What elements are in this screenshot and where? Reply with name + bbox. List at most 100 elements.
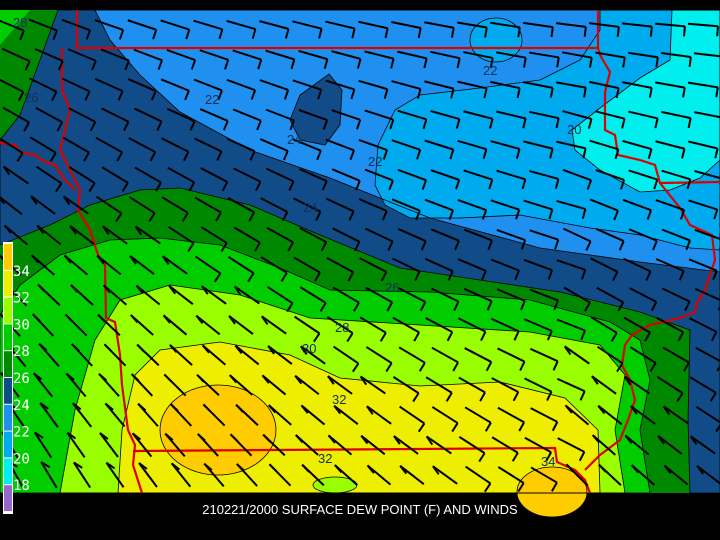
- wind-barb: [227, 256, 255, 283]
- wind-barb: [557, 437, 586, 462]
- legend-label: 34: [13, 264, 30, 280]
- wind-barb: [490, 199, 521, 220]
- wind-barb: [497, 347, 526, 371]
- wind-barb: [40, 461, 58, 489]
- state-borders: [0, 10, 720, 494]
- wind-barb: [294, 374, 320, 396]
- wind-barb: [101, 166, 129, 192]
- wind-barb: [100, 48, 130, 71]
- wind-barb: [226, 19, 257, 39]
- wind-barb: [265, 167, 295, 191]
- wind-barb: [332, 286, 360, 312]
- wind-barb: [366, 405, 392, 425]
- wind-barb: [232, 49, 263, 70]
- wind-barb: [166, 107, 196, 131]
- contour-label: 28: [335, 320, 349, 335]
- wind-barb: [228, 374, 253, 396]
- wind-barb: [457, 139, 488, 160]
- wind-barb: [265, 108, 295, 131]
- wind-barb: [325, 79, 356, 100]
- wind-barb: [655, 140, 686, 159]
- contour-label: 24: [287, 132, 301, 147]
- wind-barb: [425, 435, 452, 455]
- wind-barb: [3, 224, 29, 246]
- wind-barb: [359, 257, 388, 282]
- wind-barb: [432, 465, 458, 485]
- wind-barb: [359, 316, 387, 342]
- wind-barb: [656, 317, 685, 342]
- wind-barb: [292, 138, 322, 161]
- wind-barb: [688, 140, 719, 159]
- wind-barb: [169, 403, 193, 427]
- wind-barb: [523, 199, 554, 220]
- wind-barb: [365, 346, 393, 373]
- wind-barb: [326, 256, 355, 282]
- wind-barb: [325, 138, 355, 161]
- wind-barb: [529, 110, 560, 129]
- wind-barb: [37, 283, 61, 307]
- contour-label: 32: [332, 392, 346, 407]
- wind-barb: [591, 434, 616, 456]
- wind-barb: [166, 48, 197, 70]
- wind-barb: [391, 198, 421, 221]
- wind-barb: [259, 20, 290, 39]
- wind-barb: [491, 377, 520, 402]
- contour-label: 32: [318, 451, 332, 466]
- wind-barb: [623, 316, 651, 342]
- wind-barb: [160, 19, 191, 40]
- wind-barb: [226, 78, 257, 100]
- legend-label: 18: [13, 478, 30, 494]
- wind-barb: [463, 228, 493, 251]
- color-legend: 34 32 30 28 26 24 22 20 18: [3, 242, 30, 514]
- wind-barb: [497, 406, 525, 432]
- wind-barb: [34, 48, 64, 71]
- wind-barb: [67, 48, 97, 71]
- wind-barb: [496, 229, 527, 250]
- wind-barb: [530, 407, 559, 432]
- wind-barb: [333, 345, 360, 373]
- wind-barb: [334, 464, 358, 486]
- wind-barb: [425, 376, 453, 402]
- wind-barb: [32, 372, 54, 398]
- wind-barb: [661, 228, 691, 251]
- wind-barb: [127, 19, 158, 40]
- fill-34-plus: [160, 385, 276, 475]
- wind-barb: [0, 137, 24, 163]
- wind-barb: [229, 433, 253, 457]
- wind-barb: [200, 167, 229, 192]
- wind-barb: [392, 257, 421, 281]
- wind-barb: [397, 50, 428, 69]
- wind-barb: [266, 285, 294, 313]
- wind-barb: [458, 376, 486, 402]
- wind-barb: [464, 406, 492, 432]
- wind-barb: [364, 50, 395, 69]
- wind-barb: [95, 136, 123, 162]
- wind-barb: [1, 47, 31, 71]
- contour-line: [0, 9, 720, 494]
- wind-barb: [556, 140, 587, 159]
- contour-label: 22: [483, 63, 497, 78]
- wind-barb: [260, 315, 287, 335]
- wind-barb: [496, 288, 526, 311]
- wind-barb: [195, 314, 221, 336]
- wind-barb: [590, 257, 619, 282]
- wind-barb: [457, 199, 488, 220]
- wind-barb: [331, 168, 361, 191]
- wind-barb: [530, 466, 558, 492]
- wind-barb: [133, 48, 163, 71]
- wind-barb: [2, 106, 30, 132]
- wind-barb: [555, 22, 587, 37]
- wind-barb: [661, 110, 692, 129]
- wind-barb: [30, 195, 56, 215]
- wind-barb: [298, 168, 328, 191]
- wind-barb: [162, 255, 188, 275]
- border-north: [75, 10, 600, 50]
- wind-barb: [366, 464, 392, 486]
- wind-barb: [98, 373, 120, 397]
- wind-barb: [463, 287, 493, 311]
- wind-barb: [259, 79, 290, 100]
- wind-barb: [360, 434, 386, 456]
- contour-line: [571, 9, 720, 193]
- wind-barbs: [0, 18, 720, 493]
- fill-24-26-blob: [290, 74, 342, 145]
